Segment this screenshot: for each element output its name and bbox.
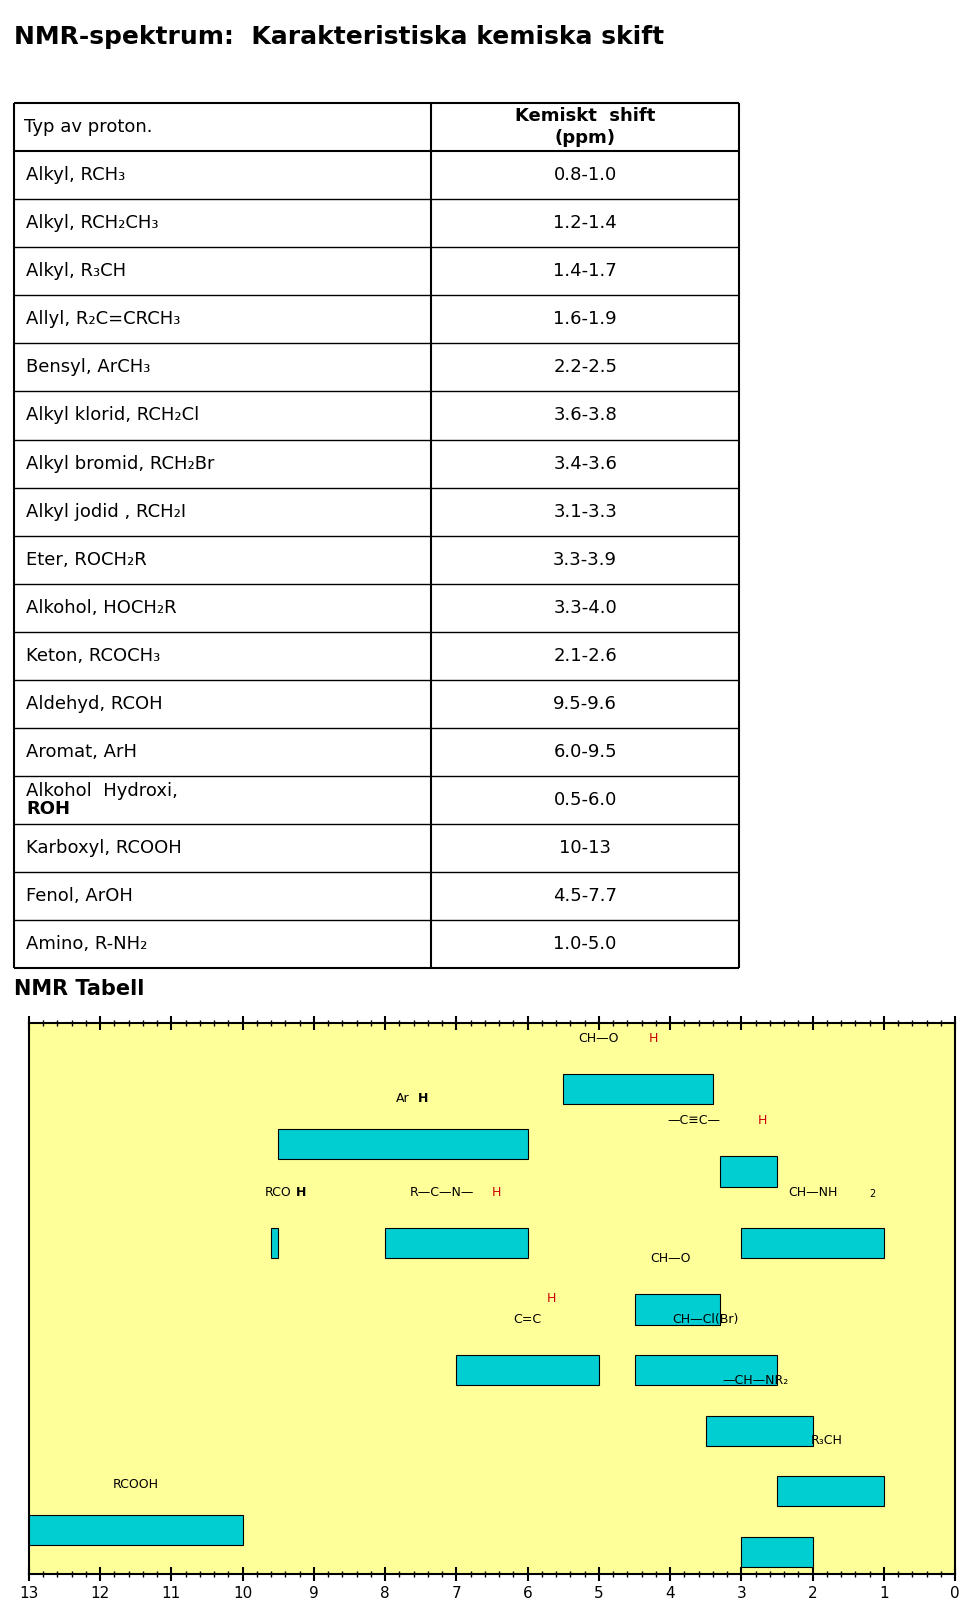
- Text: Alkyl bromid, RCH₂Br: Alkyl bromid, RCH₂Br: [26, 454, 214, 473]
- Bar: [385, 1229, 528, 1258]
- Text: Alkyl, R₃CH: Alkyl, R₃CH: [26, 262, 126, 280]
- Text: 4.5-7.7: 4.5-7.7: [553, 887, 617, 904]
- Text: H: H: [297, 1186, 306, 1198]
- Text: 3.4-3.6: 3.4-3.6: [553, 454, 617, 473]
- Text: Alkyl jodid , RCH₂I: Alkyl jodid , RCH₂I: [26, 503, 186, 521]
- Text: CH—NH: CH—NH: [788, 1186, 837, 1198]
- Bar: [635, 1355, 777, 1385]
- Text: H: H: [492, 1186, 501, 1198]
- Text: 10-13: 10-13: [559, 839, 612, 857]
- Text: Typ av proton.: Typ av proton.: [24, 118, 153, 136]
- Text: —CH—NR₂: —CH—NR₂: [723, 1374, 789, 1387]
- Text: 3.1-3.3: 3.1-3.3: [553, 503, 617, 521]
- Text: 1.0-5.0: 1.0-5.0: [554, 935, 617, 952]
- Text: CH—O: CH—O: [579, 1032, 619, 1045]
- Text: Alkyl klorid, RCH₂Cl: Alkyl klorid, RCH₂Cl: [26, 406, 199, 425]
- Text: Allyl, R₂C=CRCH₃: Allyl, R₂C=CRCH₃: [26, 310, 180, 329]
- Text: ROH: ROH: [26, 799, 70, 818]
- Text: Alkohol, HOCH₂R: Alkohol, HOCH₂R: [26, 599, 177, 617]
- Bar: [741, 1537, 813, 1568]
- Bar: [29, 1515, 243, 1545]
- Text: 2.2-2.5: 2.2-2.5: [553, 358, 617, 377]
- Text: CH—O: CH—O: [650, 1253, 690, 1266]
- Bar: [564, 1074, 713, 1104]
- Text: R—C—N—: R—C—N—: [410, 1186, 474, 1198]
- Text: 3.3-4.0: 3.3-4.0: [553, 599, 617, 617]
- Text: Keton, RCOCH₃: Keton, RCOCH₃: [26, 647, 160, 665]
- Bar: [456, 1355, 599, 1385]
- Bar: [720, 1157, 777, 1187]
- Text: RCO: RCO: [265, 1186, 292, 1198]
- Bar: [271, 1229, 278, 1258]
- Text: Amino, R-NH₂: Amino, R-NH₂: [26, 935, 147, 952]
- Text: 6.0-9.5: 6.0-9.5: [553, 743, 617, 761]
- Text: 1.4-1.7: 1.4-1.7: [553, 262, 617, 280]
- Text: CH—Cl(Br): CH—Cl(Br): [673, 1314, 739, 1326]
- Text: Alkyl, RCH₃: Alkyl, RCH₃: [26, 166, 125, 184]
- Bar: [706, 1416, 813, 1446]
- Text: Karboxyl, RCOOH: Karboxyl, RCOOH: [26, 839, 181, 857]
- Text: Eter, ROCH₂R: Eter, ROCH₂R: [26, 551, 147, 569]
- Bar: [741, 1229, 884, 1258]
- Text: 2: 2: [870, 1189, 876, 1198]
- Text: Alkohol  Hydroxi,: Alkohol Hydroxi,: [26, 781, 178, 801]
- Text: H: H: [758, 1114, 767, 1128]
- Text: —C≡C—: —C≡C—: [667, 1114, 720, 1128]
- Text: 3.6-3.8: 3.6-3.8: [553, 406, 617, 425]
- Text: Fenol, ArOH: Fenol, ArOH: [26, 887, 132, 904]
- Text: Alkyl, RCH₂CH₃: Alkyl, RCH₂CH₃: [26, 214, 158, 232]
- Bar: [635, 1294, 720, 1325]
- Text: H: H: [547, 1291, 556, 1306]
- Text: Aromat, ArH: Aromat, ArH: [26, 743, 137, 761]
- Bar: [777, 1477, 884, 1507]
- Text: 9.5-9.6: 9.5-9.6: [553, 695, 617, 713]
- Text: 0.8-1.0: 0.8-1.0: [554, 166, 617, 184]
- Text: Bensyl, ArCH₃: Bensyl, ArCH₃: [26, 358, 151, 377]
- Text: H: H: [418, 1093, 428, 1106]
- Text: 1.6-1.9: 1.6-1.9: [553, 310, 617, 329]
- Text: R₃CH: R₃CH: [811, 1435, 843, 1448]
- Text: Aldehyd, RCOH: Aldehyd, RCOH: [26, 695, 162, 713]
- Text: 2.1-2.6: 2.1-2.6: [553, 647, 617, 665]
- Text: 0.5-6.0: 0.5-6.0: [554, 791, 617, 809]
- Text: Kemiskt  shift
(ppm): Kemiskt shift (ppm): [515, 107, 656, 147]
- Text: 1.2-1.4: 1.2-1.4: [553, 214, 617, 232]
- Text: 3.3-3.9: 3.3-3.9: [553, 551, 617, 569]
- Text: NMR Tabell: NMR Tabell: [14, 978, 145, 999]
- Text: C=C: C=C: [514, 1314, 541, 1326]
- Text: Ar: Ar: [396, 1093, 410, 1106]
- Bar: [278, 1128, 528, 1159]
- Text: H: H: [649, 1032, 659, 1045]
- Text: RCOOH: RCOOH: [112, 1478, 158, 1491]
- Text: NMR-spektrum:  Karakteristiska kemiska skift: NMR-spektrum: Karakteristiska kemiska sk…: [14, 24, 664, 48]
